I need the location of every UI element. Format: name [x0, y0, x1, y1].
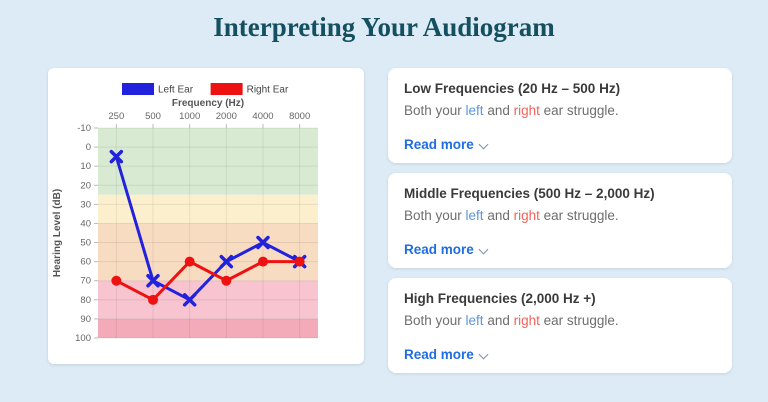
data-point-circle: [148, 294, 158, 305]
read-more-label: Read more: [404, 242, 474, 257]
chevron-down-icon: [479, 139, 488, 148]
body-text: and: [483, 103, 514, 118]
body-text: and: [483, 313, 514, 328]
data-point-circle: [258, 256, 268, 267]
y-tick-label: 60: [80, 257, 91, 268]
chevron-down-icon: [479, 244, 488, 253]
x-tick-label: 250: [108, 111, 124, 122]
x-tick-label: 8000: [289, 111, 310, 122]
x-tick-label: 1000: [179, 111, 200, 122]
legend-item-left-ear[interactable]: Left Ear: [122, 83, 194, 96]
body-text: Both your: [404, 208, 466, 223]
y-tick-label: 0: [86, 142, 91, 153]
y-tick-label: 30: [80, 199, 91, 210]
audiogram-chart-card: -10 0 10 20 30 40 50 60 70 80 90 100 250 500 1000 2000 4…: [48, 68, 364, 364]
x-tick-label: 500: [145, 111, 161, 122]
data-point-circle: [111, 275, 122, 286]
data-point-x: [146, 273, 160, 288]
y-tick-label: 70: [80, 276, 91, 287]
y-tick-label: 90: [80, 314, 91, 325]
chevron-down-icon: [479, 349, 488, 358]
read-more-button[interactable]: Read more: [404, 137, 488, 152]
card-high-frequencies: High Frequencies (2,000 Hz +) Both your …: [388, 278, 732, 373]
card-title: Low Frequencies (20 Hz – 500 Hz): [404, 81, 621, 96]
left-ear-word: left: [465, 103, 484, 118]
legend-swatch: [122, 83, 154, 95]
severity-band: [98, 280, 318, 319]
card-body: Both your left and right ear struggle.: [404, 313, 716, 328]
y-axis-title: Hearing Level (dB): [52, 189, 63, 277]
legend-label: Right Ear: [247, 85, 289, 96]
right-ear-word: right: [513, 208, 540, 223]
audiogram-chart: -10 0 10 20 30 40 50 60 70 80 90 100 250 500 1000 2000 4…: [52, 83, 318, 344]
data-point-x: [109, 149, 124, 164]
data-point-circle: [294, 256, 305, 267]
body-text: and: [483, 208, 514, 223]
x-tick-label: 4000: [252, 111, 273, 122]
body-text: ear struggle.: [539, 313, 619, 328]
left-ear-word: left: [465, 208, 484, 223]
data-point-circle: [221, 275, 232, 286]
right-ear-word: right: [513, 103, 540, 118]
legend-item-right-ear[interactable]: Right Ear: [210, 83, 289, 96]
series-line-right-ear: [115, 260, 300, 302]
x-axis-title: Frequency (Hz): [172, 98, 244, 109]
body-text: ear struggle.: [539, 208, 619, 223]
card-title: High Frequencies (2,000 Hz +): [404, 291, 596, 306]
right-ear-word: right: [513, 313, 540, 328]
read-more-label: Read more: [404, 347, 474, 362]
x-tick-label: 2000: [216, 111, 237, 122]
y-tick-label: 20: [80, 180, 91, 191]
card-title: Middle Frequencies (500 Hz – 2,000 Hz): [404, 186, 655, 201]
severity-band: [98, 128, 318, 195]
read-more-button[interactable]: Read more: [404, 347, 488, 362]
card-body: Both your left and right ear struggle.: [404, 208, 716, 223]
body-text: Both your: [404, 103, 466, 118]
card-body: Both your left and right ear struggle.: [404, 103, 716, 118]
legend-swatch: [210, 83, 243, 95]
data-point-x: [219, 254, 234, 269]
legend-label: Left Ear: [158, 85, 194, 96]
read-more-label: Read more: [404, 137, 474, 152]
data-point-x: [256, 235, 270, 250]
left-ear-word: left: [465, 313, 484, 328]
series-line-left-ear: [114, 156, 301, 302]
data-point-x: [182, 293, 197, 307]
body-text: ear struggle.: [539, 103, 619, 118]
y-tick-label: 100: [75, 333, 91, 344]
y-tick-label: 50: [80, 238, 91, 249]
card-low-frequencies: Low Frequencies (20 Hz – 500 Hz) Both yo…: [388, 68, 732, 163]
read-more-button[interactable]: Read more: [404, 242, 488, 257]
y-tick-label: 80: [80, 295, 91, 306]
card-middle-frequencies: Middle Frequencies (500 Hz – 2,000 Hz) B…: [388, 173, 732, 268]
severity-band: [98, 318, 318, 338]
body-text: Both your: [404, 313, 466, 328]
data-point-circle: [184, 256, 195, 267]
page-title: Interpreting Your Audiogram: [213, 12, 555, 42]
y-tick-label: 10: [80, 161, 91, 172]
y-tick-label: -10: [77, 123, 91, 134]
y-tick-label: 40: [80, 218, 91, 229]
